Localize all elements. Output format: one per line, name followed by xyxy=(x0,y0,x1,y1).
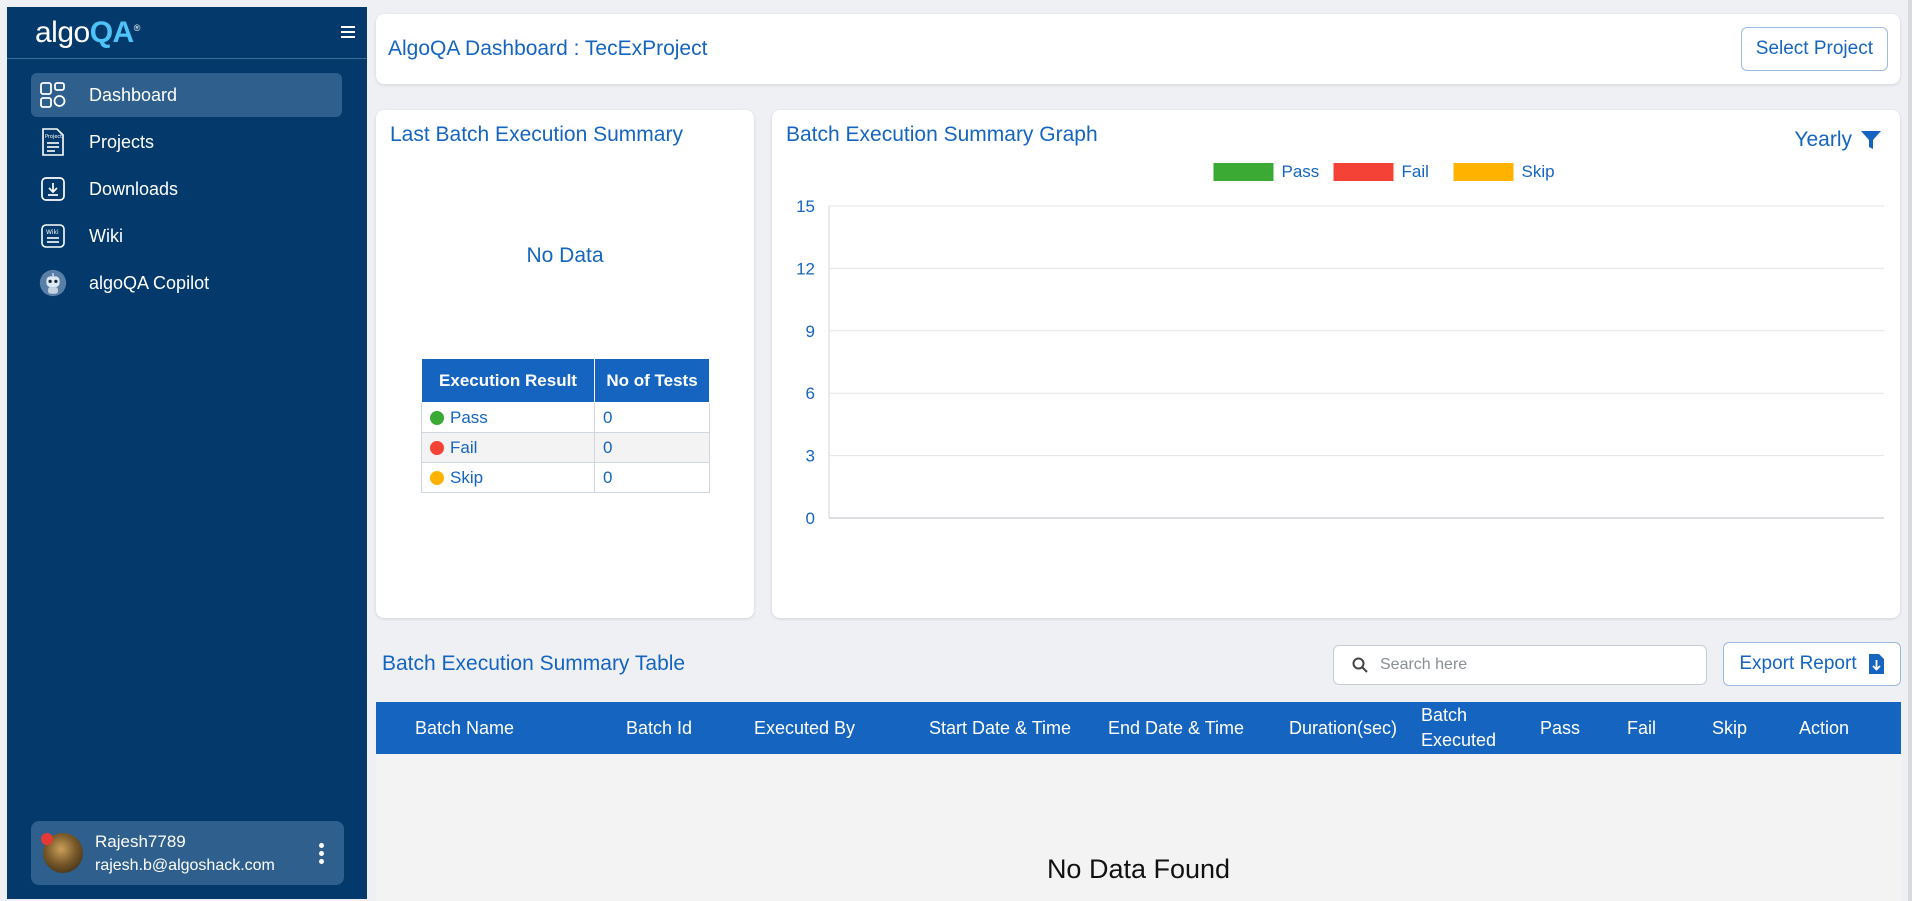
column-header-executed-by[interactable]: Executed By xyxy=(754,717,856,738)
skip-dot-icon xyxy=(430,470,444,485)
algoqa-logo[interactable]: algoQA® xyxy=(35,15,140,49)
column-header-execution-result: Execution Result xyxy=(420,358,596,403)
filter-label: Yearly xyxy=(1794,128,1852,151)
export-report-label: Export Report xyxy=(1739,653,1857,674)
column-header-start-date[interactable]: Start Date & Time xyxy=(929,717,1072,738)
y-tick-label: 9 xyxy=(806,322,815,341)
legend-swatch-fail xyxy=(1333,163,1394,181)
hamburger-icon[interactable] xyxy=(337,17,359,48)
user-email: rajesh.b@algoshack.com xyxy=(95,856,275,874)
no-data-found-message: No Data Found xyxy=(1046,854,1231,884)
batch-summary-chart: 0 3 6 9 12 15 Pass Fail Skip xyxy=(796,162,1884,528)
column-header-duration[interactable]: Duration(sec) xyxy=(1289,717,1398,738)
sidebar-item-dashboard[interactable]: Dashboard xyxy=(31,73,342,117)
user-name: Rajesh7789 xyxy=(95,831,186,851)
execution-result-table: Execution Result No of Tests Pass 0 Fail… xyxy=(420,358,710,493)
column-header-batch-executed[interactable]: Batch Executed xyxy=(1421,705,1497,750)
count-cell: 0 xyxy=(594,402,710,433)
legend-label-fail: Fail xyxy=(1402,162,1429,181)
no-data-message: No Data xyxy=(526,244,604,267)
column-header-batch-name[interactable]: Batch Name xyxy=(415,717,515,738)
search-input[interactable] xyxy=(1380,656,1680,674)
sidebar-item-wiki[interactable]: Wiki Wiki xyxy=(31,214,342,258)
copilot-robot-icon xyxy=(39,269,67,297)
sidebar-item-label: Wiki xyxy=(89,225,123,246)
legend-label-pass: Pass xyxy=(1282,162,1320,181)
result-label: Skip xyxy=(450,467,484,487)
search-box[interactable] xyxy=(1333,645,1707,685)
select-project-button[interactable]: Select Project xyxy=(1740,27,1888,71)
result-label: Fail xyxy=(450,437,478,457)
page-scrollbar[interactable] xyxy=(1908,0,1912,901)
export-file-icon xyxy=(1868,654,1884,674)
page-title: AlgoQA Dashboard : TecExProject xyxy=(388,37,708,60)
sidebar-nav: Dashboard Project Projects Downloads Wik… xyxy=(7,73,367,305)
download-icon xyxy=(39,175,67,203)
yearly-filter[interactable]: Yearly xyxy=(1794,128,1882,152)
legend-swatch-pass xyxy=(1213,163,1274,181)
batch-summary-graph-card: Batch Execution Summary Graph Yearly 0 3 6… xyxy=(772,110,1900,618)
result-cell: Skip xyxy=(420,462,596,493)
sidebar-item-projects[interactable]: Project Projects xyxy=(31,120,342,164)
batch-table-body: No Data Found xyxy=(376,754,1901,901)
table-row: Fail 0 xyxy=(420,432,710,463)
y-tick-label: 6 xyxy=(806,384,815,403)
table-row: Pass 0 xyxy=(420,402,710,433)
search-icon xyxy=(1352,657,1368,673)
export-report-button[interactable]: Export Report xyxy=(1723,642,1901,686)
table-row: Skip 0 xyxy=(420,462,710,493)
column-header-no-of-tests: No of Tests xyxy=(594,358,710,403)
sidebar: algoQA® Dashboard Project Projects Downl… xyxy=(7,7,367,899)
graph-title: Batch Execution Summary Graph xyxy=(786,123,1098,146)
column-header-end-date[interactable]: End Date & Time xyxy=(1108,717,1245,738)
sidebar-item-downloads[interactable]: Downloads xyxy=(31,167,342,211)
count-cell: 0 xyxy=(594,462,710,493)
legend-label-skip: Skip xyxy=(1522,162,1555,181)
y-tick-label: 12 xyxy=(796,259,815,278)
fail-dot-icon xyxy=(430,440,444,455)
dashboard-header: AlgoQA Dashboard : TecExProject Select P… xyxy=(376,14,1900,84)
pass-dot-icon xyxy=(430,410,444,425)
kebab-menu-icon[interactable] xyxy=(306,842,336,864)
sidebar-item-copilot[interactable]: algoQA Copilot xyxy=(31,261,342,305)
status-indicator xyxy=(41,833,53,845)
column-header-pass[interactable]: Pass xyxy=(1540,717,1581,738)
batch-table-title: Batch Execution Summary Table xyxy=(382,652,686,675)
column-header-fail[interactable]: Fail xyxy=(1627,717,1657,738)
y-tick-label: 15 xyxy=(796,197,815,216)
project-document-icon: Project xyxy=(39,128,67,156)
column-header-skip[interactable]: Skip xyxy=(1712,717,1748,738)
column-header-batch-id[interactable]: Batch Id xyxy=(626,717,693,738)
column-header-action[interactable]: Action xyxy=(1799,717,1850,738)
sidebar-item-label: algoQA Copilot xyxy=(89,272,210,293)
sidebar-item-label: Dashboard xyxy=(89,84,178,105)
result-cell: Pass xyxy=(420,402,596,433)
result-cell: Fail xyxy=(420,432,596,463)
count-cell: 0 xyxy=(594,432,710,463)
y-tick-label: 3 xyxy=(806,447,815,466)
sidebar-item-label: Downloads xyxy=(89,178,179,199)
legend-swatch-skip xyxy=(1453,163,1514,181)
svg-text:Wiki: Wiki xyxy=(46,229,59,236)
last-batch-summary-title: Last Batch Execution Summary xyxy=(390,123,683,146)
wiki-icon: Wiki xyxy=(39,222,67,250)
svg-text:Project: Project xyxy=(45,134,62,140)
user-profile-card[interactable]: Rajesh7789 rajesh.b@algoshack.com xyxy=(31,821,344,885)
sidebar-item-label: Projects xyxy=(89,131,155,152)
y-tick-label: 0 xyxy=(806,509,815,528)
last-batch-summary-card: Last Batch Execution Summary No Data Exe… xyxy=(376,110,754,618)
sidebar-header: algoQA® xyxy=(7,7,367,59)
user-info: Rajesh7789 rajesh.b@algoshack.com xyxy=(95,832,306,875)
funnel-icon xyxy=(1861,131,1881,149)
batch-table-header: Batch Name Batch Id Executed By Start Da… xyxy=(376,702,1901,754)
avatar xyxy=(41,833,83,873)
dashboard-icon xyxy=(39,81,67,109)
result-label: Pass xyxy=(450,407,488,427)
